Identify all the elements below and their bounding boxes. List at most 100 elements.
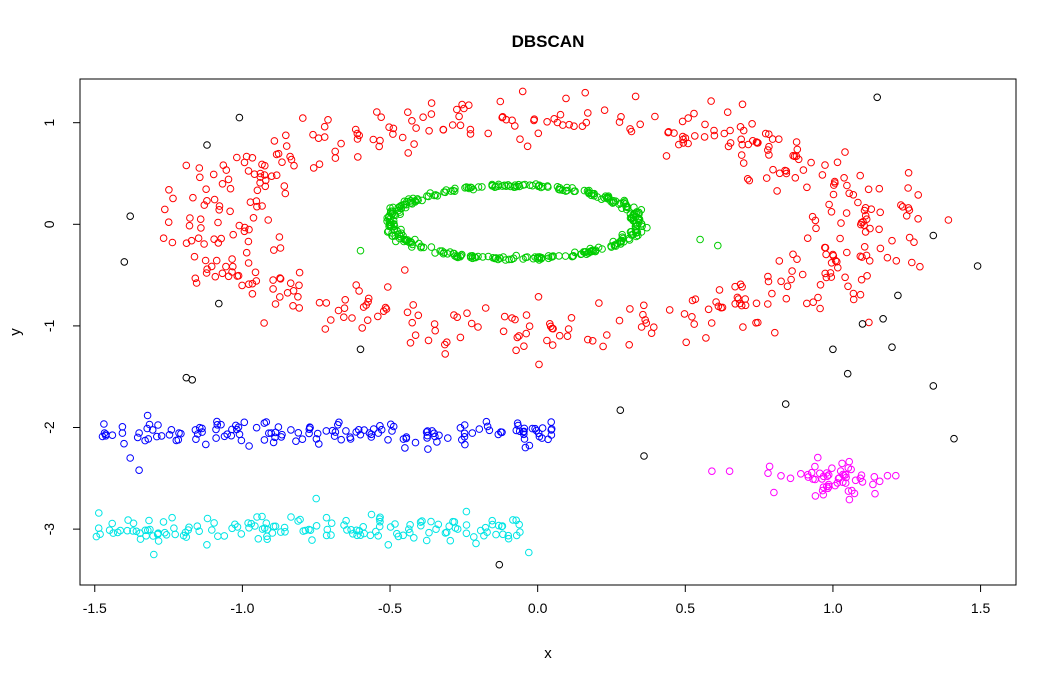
cluster-1-point xyxy=(762,174,771,182)
cluster-5-point xyxy=(708,467,716,476)
cluster-1-point xyxy=(467,319,476,328)
cluster-3-point xyxy=(422,428,431,436)
cluster-1-point xyxy=(272,150,281,159)
cluster-1-point xyxy=(749,137,757,145)
cluster-2-point xyxy=(515,182,524,191)
cluster-1-point xyxy=(849,289,858,298)
cluster-1-point xyxy=(684,114,693,122)
cluster-1-point xyxy=(248,290,257,298)
cluster-1-point xyxy=(456,333,465,342)
cluster-1-point xyxy=(456,121,465,130)
cluster-1-point xyxy=(210,235,218,243)
cluster-4-point xyxy=(251,522,259,530)
cluster-4-point xyxy=(105,526,114,535)
cluster-1-point xyxy=(498,113,507,122)
cluster-1-point xyxy=(764,272,772,281)
cluster-1-point xyxy=(218,269,227,278)
cluster-3-point xyxy=(521,443,530,452)
cluster-4-point xyxy=(244,519,252,527)
cluster-2-point xyxy=(561,252,570,260)
cluster-1-point xyxy=(427,110,436,118)
cluster-4-point xyxy=(185,523,193,532)
cluster-1-point xyxy=(355,131,364,140)
cluster-1-point xyxy=(764,300,772,308)
cluster-1-point xyxy=(217,234,225,243)
cluster-1-point xyxy=(543,118,551,126)
y-tick-label: 1 xyxy=(41,119,57,127)
cluster-1-point xyxy=(280,182,289,190)
cluster-1-point xyxy=(710,126,718,135)
cluster-1-point xyxy=(282,131,290,140)
cluster-4-point xyxy=(375,515,384,523)
cluster-1-point xyxy=(189,193,197,202)
cluster-1-point xyxy=(647,329,656,338)
cluster-1-point xyxy=(701,120,709,129)
cluster-5-point xyxy=(883,471,892,480)
cluster-1-point xyxy=(559,121,567,129)
cluster-1-point xyxy=(377,113,386,121)
cluster-1-point xyxy=(726,126,734,135)
cluster-1-point xyxy=(210,195,219,204)
cluster-4-point xyxy=(425,528,433,537)
cluster-1-point xyxy=(251,268,260,277)
cluster-1-point xyxy=(739,323,747,331)
cluster-4-point xyxy=(416,518,425,526)
cluster-1-point xyxy=(812,224,820,233)
cluster-1-point xyxy=(803,234,812,242)
cluster-1-point xyxy=(626,125,634,133)
cluster-1-point xyxy=(748,120,756,128)
cluster-1-point xyxy=(191,274,200,283)
cluster-2-point xyxy=(696,235,704,244)
cluster-1-point xyxy=(690,109,698,118)
cluster-1-point xyxy=(617,113,625,121)
cluster-1-point xyxy=(295,268,304,277)
cluster-1-point xyxy=(192,279,201,287)
cluster-3-point xyxy=(108,431,117,440)
cluster-1-point xyxy=(196,173,204,182)
cluster-3-point xyxy=(330,432,339,440)
cluster-1-point xyxy=(261,182,270,191)
cluster-3-point xyxy=(342,427,350,435)
cluster-1-point xyxy=(381,303,390,312)
cluster-1-point xyxy=(197,224,205,232)
cluster-4-point xyxy=(141,526,150,535)
cluster-2-point xyxy=(559,186,567,194)
cluster-4-point xyxy=(494,521,503,530)
cluster-5-point xyxy=(871,489,879,498)
cluster-3-point xyxy=(384,436,392,444)
cluster-5-point xyxy=(819,490,828,499)
cluster-3-point xyxy=(520,430,528,439)
cluster-3-point xyxy=(485,426,494,435)
noise-point xyxy=(215,299,223,308)
cluster-1-point xyxy=(408,117,416,125)
cluster-1-point xyxy=(914,191,923,199)
cluster-4-point xyxy=(422,536,431,545)
cluster-1-point xyxy=(398,133,407,142)
cluster-4-point xyxy=(210,519,218,527)
cluster-1-point xyxy=(186,214,194,222)
cluster-1-point xyxy=(224,175,233,184)
cluster-2-point xyxy=(471,253,480,262)
cluster-2-point xyxy=(418,196,426,205)
cluster-4-point xyxy=(287,513,295,521)
cluster-1-point xyxy=(799,166,808,174)
cluster-1-point xyxy=(615,118,624,126)
cluster-5-point xyxy=(765,462,774,471)
cluster-4-point xyxy=(374,532,383,540)
cluster-1-point xyxy=(289,302,297,310)
cluster-1-point xyxy=(636,120,645,129)
cluster-1-point xyxy=(441,340,449,349)
cluster-1-point xyxy=(775,257,784,265)
cluster-1-point xyxy=(364,298,372,306)
cluster-3-point xyxy=(520,427,528,436)
cluster-4-point xyxy=(92,532,101,541)
cluster-1-point xyxy=(278,158,286,166)
cluster-1-point xyxy=(252,277,261,285)
cluster-1-point xyxy=(384,283,392,291)
cluster-1-point xyxy=(224,272,233,281)
cluster-1-point xyxy=(769,165,777,174)
cluster-1-point xyxy=(222,166,231,174)
cluster-1-point xyxy=(865,257,874,265)
noise-point xyxy=(843,369,852,378)
cluster-1-point xyxy=(516,135,524,143)
